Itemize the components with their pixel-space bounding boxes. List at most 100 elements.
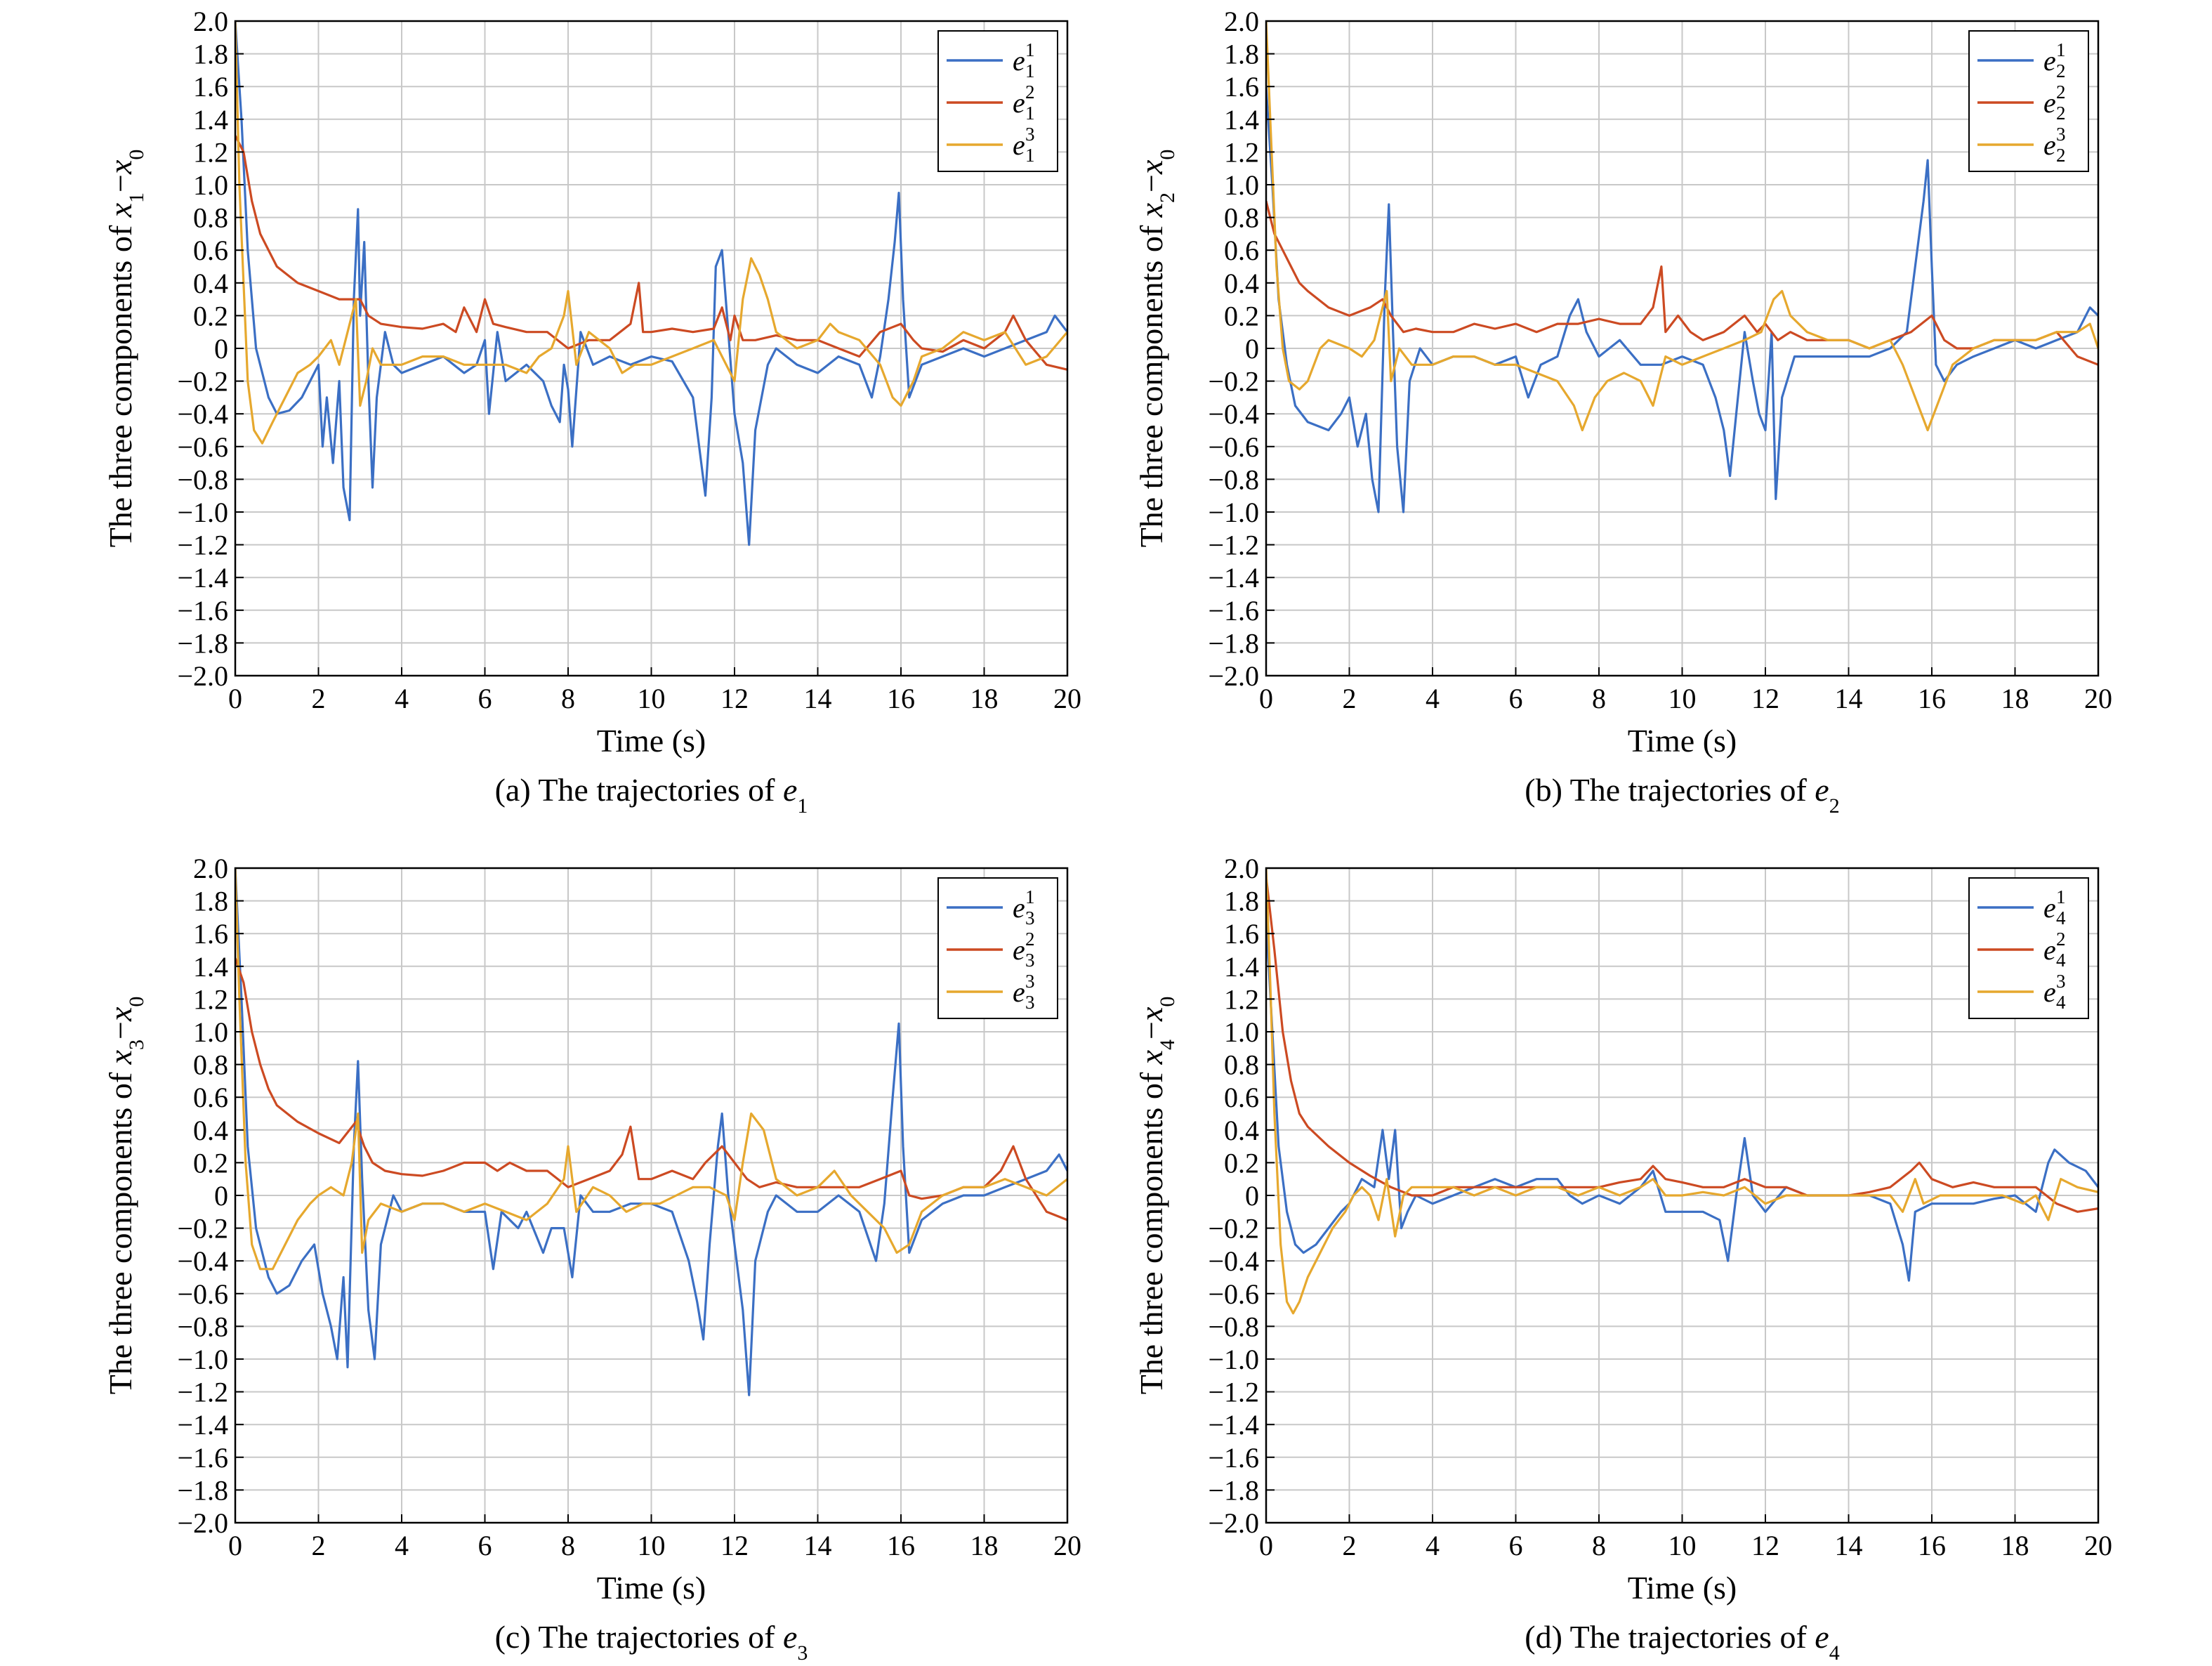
panel-b-legend-label-3: e — [2043, 129, 2056, 161]
panel-d-ytick-label: 1.8 — [1224, 886, 1259, 917]
panel-c-legend-sub-1: 3 — [1025, 907, 1035, 929]
panel-d-legend-label-2: e — [2043, 934, 2056, 966]
panel-a-legend-sub-3: 1 — [1025, 145, 1035, 166]
panel-a-ytick-label: 0 — [214, 333, 228, 365]
panel-b-legend-sup-1: 1 — [2056, 39, 2066, 60]
panel-c-ytick-label: −0.6 — [177, 1278, 228, 1310]
panel-b-xtick-label: 12 — [1751, 683, 1779, 714]
panel-a-xtick-label: 14 — [804, 683, 832, 714]
panel-a-xtick-label: 10 — [638, 683, 666, 714]
panel-b-ytick-label: −1.2 — [1208, 530, 1259, 561]
panel-b-ytick-label: −0.8 — [1208, 464, 1259, 495]
panel-c-ytick-label: −0.4 — [177, 1245, 228, 1277]
panel-b-legend-sup-3: 3 — [2056, 124, 2066, 145]
panel-d-xtick-label: 16 — [1918, 1530, 1946, 1561]
panel-b-legend-label-2: e — [2043, 87, 2056, 119]
panel-c-xtick-label: 2 — [312, 1530, 326, 1561]
panel-a-ytick-label: 0.2 — [193, 300, 228, 332]
panel-c-ytick-label: 1.4 — [193, 951, 228, 983]
panel-b-ytick-label: 0.4 — [1224, 268, 1259, 299]
panel-b-ytick-label: 0.6 — [1224, 235, 1259, 266]
panel-d-legend-sup-1: 1 — [2056, 886, 2066, 907]
panel-a-xtick-label: 16 — [887, 683, 915, 714]
panel-b-xtick-label: 14 — [1835, 683, 1863, 714]
panel-d-xtick-label: 4 — [1426, 1530, 1440, 1561]
panel-a-ytick-label: 1.4 — [193, 104, 228, 136]
panel-b-ytick-label: −2.0 — [1208, 660, 1259, 692]
panel-d-ytick-label: 1.0 — [1224, 1016, 1259, 1048]
panel-c-ytick-label: −2.0 — [177, 1507, 228, 1539]
panel-a-ylabel: The three components of x1−x0 — [103, 150, 148, 548]
panel-c-xtick-label: 20 — [1053, 1530, 1081, 1561]
panel-b-xlabel: Time (s) — [1628, 723, 1737, 759]
panel-b-series-2-line — [1266, 200, 2098, 366]
panel-a-xtick-label: 20 — [1053, 683, 1081, 714]
panel-d-legend-sub-2: 4 — [2056, 950, 2066, 971]
panel-c-ytick-label: 1.8 — [193, 886, 228, 917]
panel-d: 0 2 4 6 8 10 12 14 16 18 202.01.81.61.41.21.00.80.… — [1133, 853, 2112, 1665]
panel-d-ytick-label: −2.0 — [1208, 1507, 1259, 1539]
panel-d-legend-sub-1: 4 — [2056, 907, 2066, 929]
panel-b-ytick-label: 0.8 — [1224, 202, 1259, 234]
panel-d-ytick-label: 1.2 — [1224, 983, 1259, 1015]
panel-a-xtick-label: 6 — [478, 683, 492, 714]
panel-a-ytick-label: −1.2 — [177, 530, 228, 561]
panel-b-ylabel: The three components of x2−x0 — [1133, 150, 1179, 548]
panel-c-xtick-label: 6 — [478, 1530, 492, 1561]
panel-d-ytick-label: −1.8 — [1208, 1474, 1259, 1506]
panel-a-ytick-label: 0.4 — [193, 268, 228, 299]
panel-b-legend-sub-3: 2 — [2056, 145, 2066, 166]
panel-d-ytick-label: 0.8 — [1224, 1049, 1259, 1081]
panel-d-ytick-label: −0.2 — [1208, 1213, 1259, 1245]
panel-b-ytick-label: −0.2 — [1208, 366, 1259, 398]
panel-d-ytick-label: −0.6 — [1208, 1278, 1259, 1310]
panel-a-legend-sup-2: 2 — [1025, 81, 1035, 103]
panel-b-xtick-label: 8 — [1592, 683, 1606, 714]
panel-a-ytick-label: −1.4 — [177, 562, 228, 593]
panel-c-legend-label-3: e — [1013, 976, 1025, 1008]
panel-d-xtick-label: 20 — [2084, 1530, 2112, 1561]
panel-a-ytick-label: 0.8 — [193, 202, 228, 234]
panel-c-ytick-label: −1.2 — [177, 1377, 228, 1408]
panel-d-legend-label-1: e — [2043, 892, 2056, 924]
panel-c-series-3-line — [235, 868, 1067, 1271]
panel-a-ytick-label: −0.6 — [177, 431, 228, 463]
panel-c-legend-sup-1: 1 — [1025, 886, 1035, 907]
panel-d-series-3-line — [1266, 868, 2098, 1315]
panel-c-ytick-label: −0.8 — [177, 1311, 228, 1342]
panel-a-legend-sup-1: 1 — [1025, 39, 1035, 60]
panel-d-xtick-label: 12 — [1751, 1530, 1779, 1561]
panel-d-ytick-label: −0.8 — [1208, 1311, 1259, 1342]
panel-b-xtick-label: 2 — [1343, 683, 1357, 714]
panel-c-legend-box — [937, 877, 1058, 1019]
panel-d-xtick-label: 2 — [1343, 1530, 1357, 1561]
panel-c-ytick-label: 0.6 — [193, 1082, 228, 1113]
panel-a-legend-label-3: e — [1013, 129, 1025, 161]
panel-c-ytick-label: 0.4 — [193, 1115, 228, 1146]
panel-a-legend-box — [937, 30, 1058, 172]
panel-c-ytick-label: −1.6 — [177, 1442, 228, 1474]
panel-a-ytick-label: −2.0 — [177, 660, 228, 692]
panel-b-ytick-label: −1.4 — [1208, 562, 1259, 593]
panel-b-ytick-label: 0.2 — [1224, 300, 1259, 332]
panel-c-ylabel: The three components of x3−x0 — [103, 997, 148, 1395]
panel-a-ytick-label: 1.8 — [193, 39, 228, 70]
panel-c-legend: e 13e 23e 33 — [937, 877, 1058, 1019]
panel-a-caption: (a) The trajectories of e1 — [495, 772, 808, 818]
panel-a-ytick-label: −0.2 — [177, 366, 228, 398]
panel-c-legend-label-1: e — [1013, 892, 1025, 924]
panel-c-xtick-label: 16 — [887, 1530, 915, 1561]
panel-a: 0 2 4 6 8 10 12 14 16 18 202.01.81.61.41.21.00.80.… — [103, 6, 1081, 818]
panel-d-ytick-label: 0.6 — [1224, 1082, 1259, 1113]
panel-c: 0 2 4 6 8 10 12 14 16 18 202.01.81.61.41.21.00.80.… — [103, 853, 1081, 1665]
panel-d-legend-label-3: e — [2043, 976, 2056, 1008]
panel-d-ytick-label: 0.2 — [1224, 1147, 1259, 1179]
panel-a-xtick-label: 18 — [970, 683, 999, 714]
panel-b-legend-box — [1968, 30, 2089, 172]
panel-a-xlabel: Time (s) — [597, 723, 706, 759]
panel-d-legend-sub-3: 4 — [2056, 992, 2066, 1013]
panel-b-ytick-label: −1.6 — [1208, 595, 1259, 627]
panel-a-legend: e 11e 21e 31 — [937, 30, 1058, 172]
panel-a-legend-sub-2: 1 — [1025, 103, 1035, 124]
